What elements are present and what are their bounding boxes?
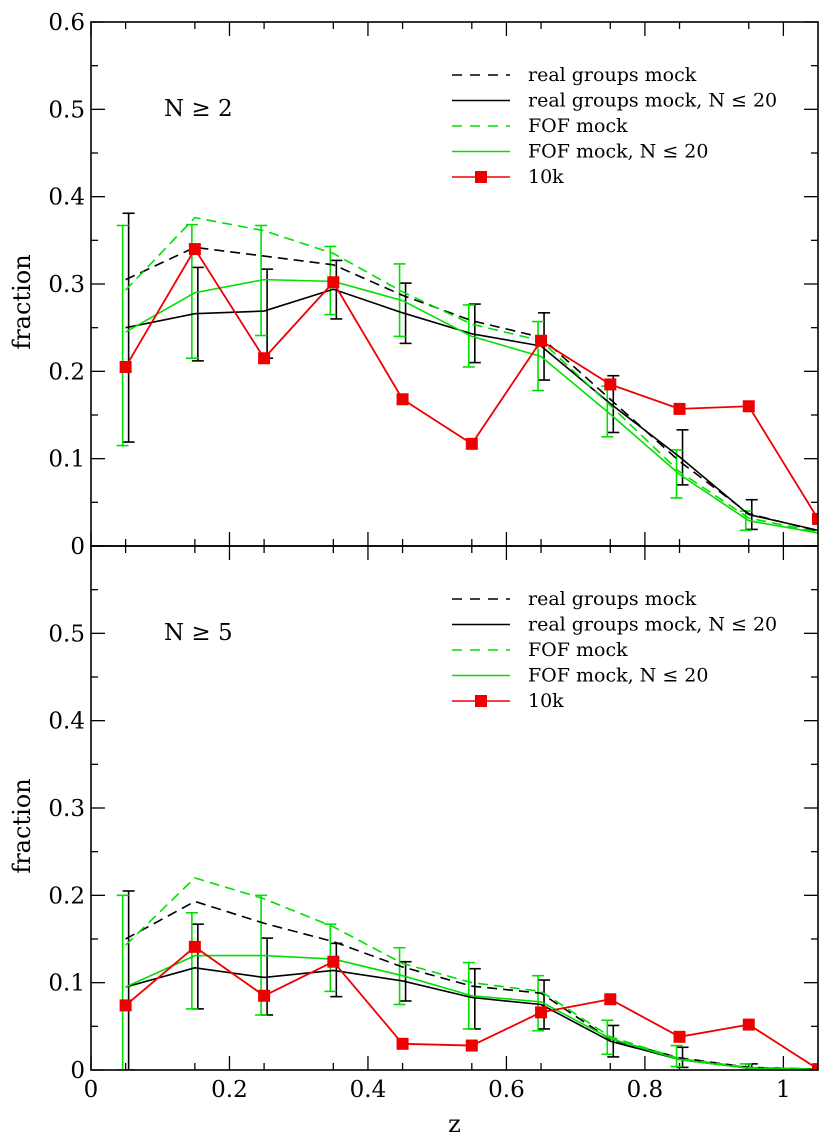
x-tick-label: 1 xyxy=(776,1077,791,1103)
y-tick-label: 0.1 xyxy=(48,971,85,997)
panel-label: N ≥ 2 xyxy=(164,96,233,122)
panel-1: 0 0.1 0.2 0.3 0.4 0.5 0.6 fraction N ≥ 2 real gro… xyxy=(8,10,819,560)
data-point-10k xyxy=(742,400,755,413)
legend-label: 10k xyxy=(528,690,564,712)
data-point-10k xyxy=(535,334,548,347)
y-tick-label: 0.5 xyxy=(48,97,85,123)
y-tick-label: 0.3 xyxy=(48,272,85,298)
data-point-10k xyxy=(465,1039,478,1052)
y-tick-label: 0.2 xyxy=(48,883,85,909)
ticks-panel-2 xyxy=(90,545,818,1071)
legend-label: 10k xyxy=(528,166,564,188)
y-tick-label: 0.4 xyxy=(48,185,85,211)
y-tick-label: 0.6 xyxy=(48,10,85,36)
data-point-10k xyxy=(119,999,132,1012)
error-bar xyxy=(676,1046,689,1069)
legend-label: real groups mock xyxy=(528,588,697,610)
panel-label: N ≥ 5 xyxy=(164,620,233,646)
error-bar xyxy=(670,449,683,499)
error-bar xyxy=(191,923,204,1010)
error-bar xyxy=(462,961,475,1030)
y-axis-label: fraction xyxy=(8,778,36,873)
legend-label: FOF mock xyxy=(528,115,628,137)
data-point-10k xyxy=(812,1063,818,1070)
panel-2: 0 0.1 0.2 0.3 0.4 0.5 0 0.2 0.4 0.6 0.8 1 fraction z N… xyxy=(8,545,819,1138)
error-bar xyxy=(462,304,475,368)
y-tick-label: 0.4 xyxy=(48,709,85,735)
x-tick-label: 0 xyxy=(84,1077,99,1103)
error-bar xyxy=(116,224,129,447)
series-line-3 xyxy=(125,278,818,534)
data-point-10k xyxy=(673,1030,686,1043)
legend-panel-1: real groups mock real groups mock, N ≤ 20… xyxy=(452,64,777,188)
legend-label: real groups mock, N ≤ 20 xyxy=(528,614,777,636)
y-tick-label: 0 xyxy=(70,1058,85,1084)
x-tick-label: 0.8 xyxy=(627,1077,664,1103)
legend-panel-2: real groups mock real groups mock, N ≤ 20… xyxy=(452,588,777,712)
data-point-10k xyxy=(188,243,201,256)
error-bar xyxy=(538,979,551,1030)
legend-marker xyxy=(475,171,487,183)
data-point-10k xyxy=(396,393,409,406)
error-bar xyxy=(532,974,545,1032)
y-tick-label: 0 xyxy=(70,534,85,560)
y-tick-label: 0.2 xyxy=(48,359,85,385)
panel-frame xyxy=(90,545,819,1071)
series-line-3 xyxy=(125,954,818,1070)
data-point-10k xyxy=(465,437,478,450)
plot-area-panel-2 xyxy=(116,877,818,1070)
x-tick-label: 0.4 xyxy=(350,1077,387,1103)
y-tick-label: 0.5 xyxy=(48,621,85,647)
x-axis-label: z xyxy=(448,1110,461,1138)
data-point-10k xyxy=(742,1018,755,1031)
error-bar xyxy=(468,303,481,364)
series-line-2 xyxy=(125,877,818,1070)
x-tick-label: 0.2 xyxy=(211,1077,248,1103)
error-bar xyxy=(116,894,129,1070)
error-bar xyxy=(122,890,135,1070)
y-tick-label: 0.3 xyxy=(48,796,85,822)
error-bar xyxy=(670,1044,683,1068)
series-line-0 xyxy=(125,246,818,532)
data-point-10k xyxy=(258,989,271,1002)
x-tick-label: 0.6 xyxy=(488,1077,525,1103)
y-tick-label: 0.1 xyxy=(48,447,85,473)
data-point-10k xyxy=(258,352,271,365)
error-bar xyxy=(393,946,406,1006)
y-axis-label: fraction xyxy=(8,254,36,349)
series-line-4 xyxy=(124,248,818,520)
legend-label: real groups mock, N ≤ 20 xyxy=(528,90,777,112)
series-line-1 xyxy=(125,288,818,532)
data-point-10k xyxy=(812,512,818,525)
series-line-2 xyxy=(125,216,818,533)
data-point-10k xyxy=(327,955,340,968)
plot-area-panel-1 xyxy=(116,212,818,534)
legend-label: FOF mock, N ≤ 20 xyxy=(528,665,708,687)
legend-label: FOF mock xyxy=(528,639,628,661)
legend-marker xyxy=(475,695,487,707)
data-point-10k xyxy=(327,276,340,289)
error-bar xyxy=(261,268,274,360)
data-point-10k xyxy=(396,1037,409,1050)
data-point-10k xyxy=(604,378,617,391)
data-point-10k xyxy=(673,402,686,415)
data-point-10k xyxy=(188,940,201,953)
error-bar xyxy=(185,911,198,1010)
data-point-10k xyxy=(119,360,132,373)
data-point-10k xyxy=(535,1006,548,1019)
data-point-10k xyxy=(604,993,617,1006)
legend-label: real groups mock xyxy=(528,64,697,86)
legend-label: FOF mock, N ≤ 20 xyxy=(528,141,708,163)
